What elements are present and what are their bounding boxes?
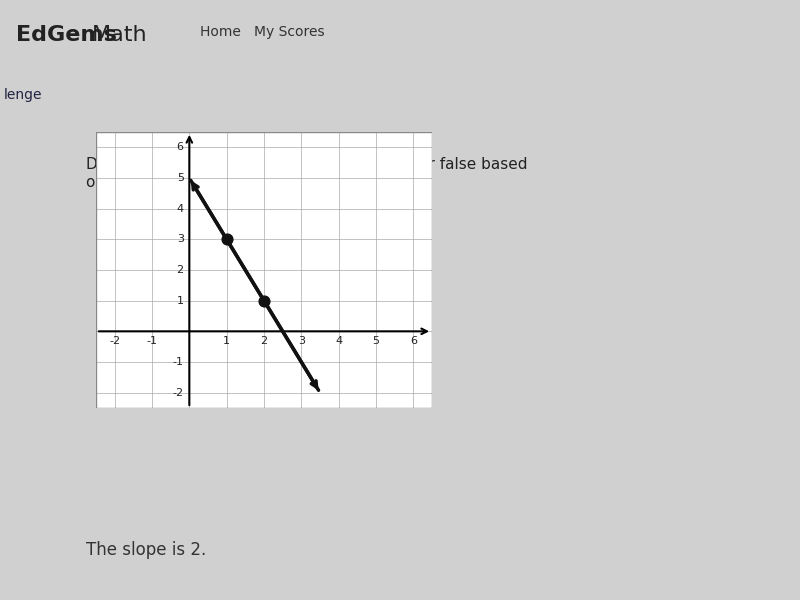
Text: 6: 6 xyxy=(177,142,184,152)
Text: 3: 3 xyxy=(177,235,184,244)
Text: 3: 3 xyxy=(298,336,305,346)
Text: 5: 5 xyxy=(177,173,184,183)
Text: -1: -1 xyxy=(173,357,184,367)
Text: lenge: lenge xyxy=(4,88,42,101)
Text: 5: 5 xyxy=(373,336,379,346)
Text: 2: 2 xyxy=(177,265,184,275)
Text: 6: 6 xyxy=(410,336,417,346)
Text: 1: 1 xyxy=(177,296,184,305)
Text: Home   My Scores: Home My Scores xyxy=(200,25,325,39)
Point xyxy=(258,296,270,305)
Text: -1: -1 xyxy=(146,336,158,346)
Point xyxy=(220,235,233,244)
Text: -2: -2 xyxy=(109,336,120,346)
Text: The slope is 2.: The slope is 2. xyxy=(86,541,206,559)
Text: 4: 4 xyxy=(177,203,184,214)
Text: 1: 1 xyxy=(223,336,230,346)
Text: -2: -2 xyxy=(173,388,184,398)
Text: 4: 4 xyxy=(335,336,342,346)
Text: EdGems: EdGems xyxy=(16,25,117,45)
Text: Determine whether each statement is true or false based
on the graph below.: Determine whether each statement is true… xyxy=(86,157,527,190)
Text: Math: Math xyxy=(92,25,148,45)
Text: 2: 2 xyxy=(261,336,267,346)
